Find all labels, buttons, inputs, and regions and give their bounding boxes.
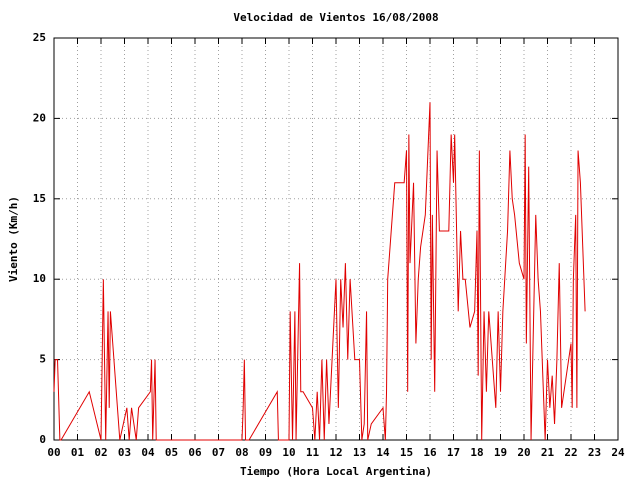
x-axis-label: Tiempo (Hora Local Argentina) [240,465,432,478]
x-tick-label: 13 [353,446,366,459]
x-tick-label: 11 [306,446,320,459]
y-tick-label: 20 [33,111,46,124]
y-tick-label: 15 [33,192,46,205]
x-tick-label: 21 [541,446,555,459]
x-tick-label: 14 [376,446,390,459]
x-tick-label: 23 [588,446,601,459]
y-axis-label: Viento (Km/h) [7,196,20,282]
x-tick-label: 04 [141,446,155,459]
x-tick-label: 10 [282,446,295,459]
x-tick-label: 06 [188,446,202,459]
y-tick-label: 0 [39,433,46,446]
x-tick-label: 01 [71,446,85,459]
x-tick-label: 08 [235,446,248,459]
y-tick-label: 25 [33,31,46,44]
x-tick-label: 07 [212,446,225,459]
x-tick-label: 24 [611,446,625,459]
y-tick-label: 10 [33,272,46,285]
x-tick-label: 16 [423,446,437,459]
wind-line [53,102,586,441]
chart-title: Velocidad de Vientos 16/08/2008 [233,11,438,24]
x-tick-label: 17 [447,446,460,459]
x-tick-label: 05 [165,446,178,459]
x-tick-label: 22 [564,446,577,459]
x-tick-label: 19 [494,446,507,459]
x-tick-label: 18 [470,446,483,459]
x-tick-label: 12 [329,446,342,459]
x-tick-label: 09 [259,446,272,459]
x-tick-label: 03 [118,446,131,459]
y-tick-label: 5 [39,353,46,366]
x-tick-label: 15 [400,446,413,459]
x-tick-label: 00 [47,446,60,459]
x-tick-label: 02 [94,446,107,459]
x-tick-label: 20 [517,446,530,459]
